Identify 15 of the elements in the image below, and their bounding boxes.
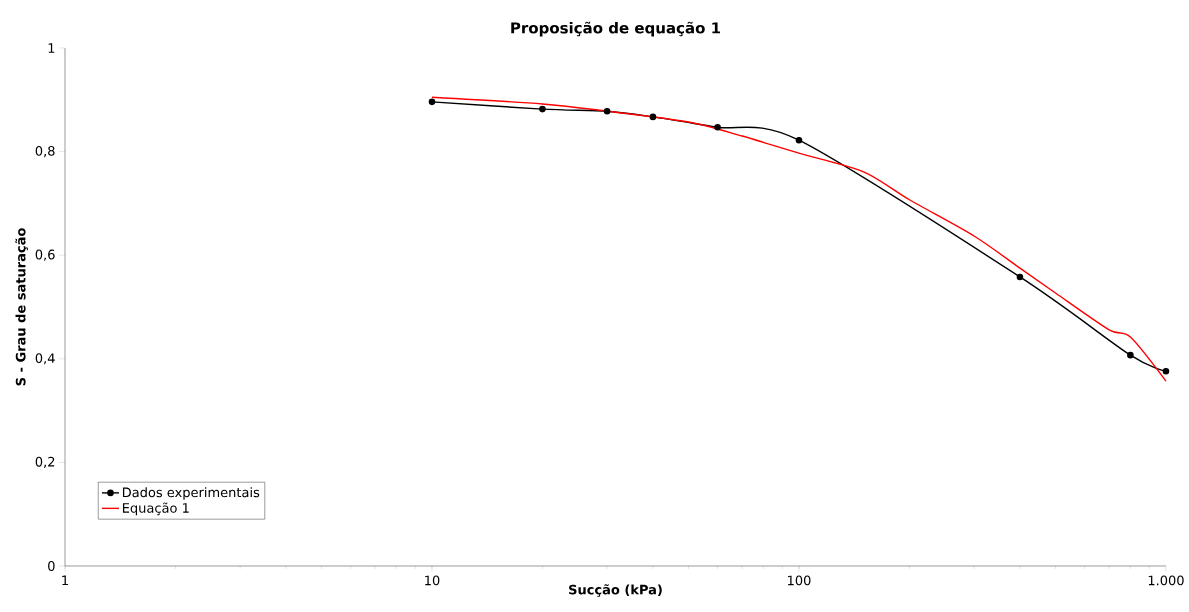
y-tick-label: 0,6 [35, 249, 55, 261]
x-tick-label: 100 [788, 575, 811, 586]
x-axis-title: Sucção (kPa) [569, 584, 662, 597]
chart-title: Proposição de equação 1 [511, 21, 721, 37]
x-tick-label: 1 [62, 575, 68, 585]
y-tick-label: 1 [48, 43, 55, 53]
x-tick-label: 1.000 [1148, 575, 1184, 586]
y-tick-label: 0,2 [35, 456, 55, 468]
y-tick-label: 0,4 [35, 353, 55, 365]
legend-label: Dados experimentais [122, 487, 260, 500]
x-tick-label: 10 [425, 575, 440, 586]
y-tick-label: 0,8 [35, 146, 55, 158]
y-axis-title: S - Grau de saturação [15, 228, 28, 386]
y-tick-label: 0 [48, 561, 55, 571]
legend-label: Equação 1 [122, 502, 189, 516]
